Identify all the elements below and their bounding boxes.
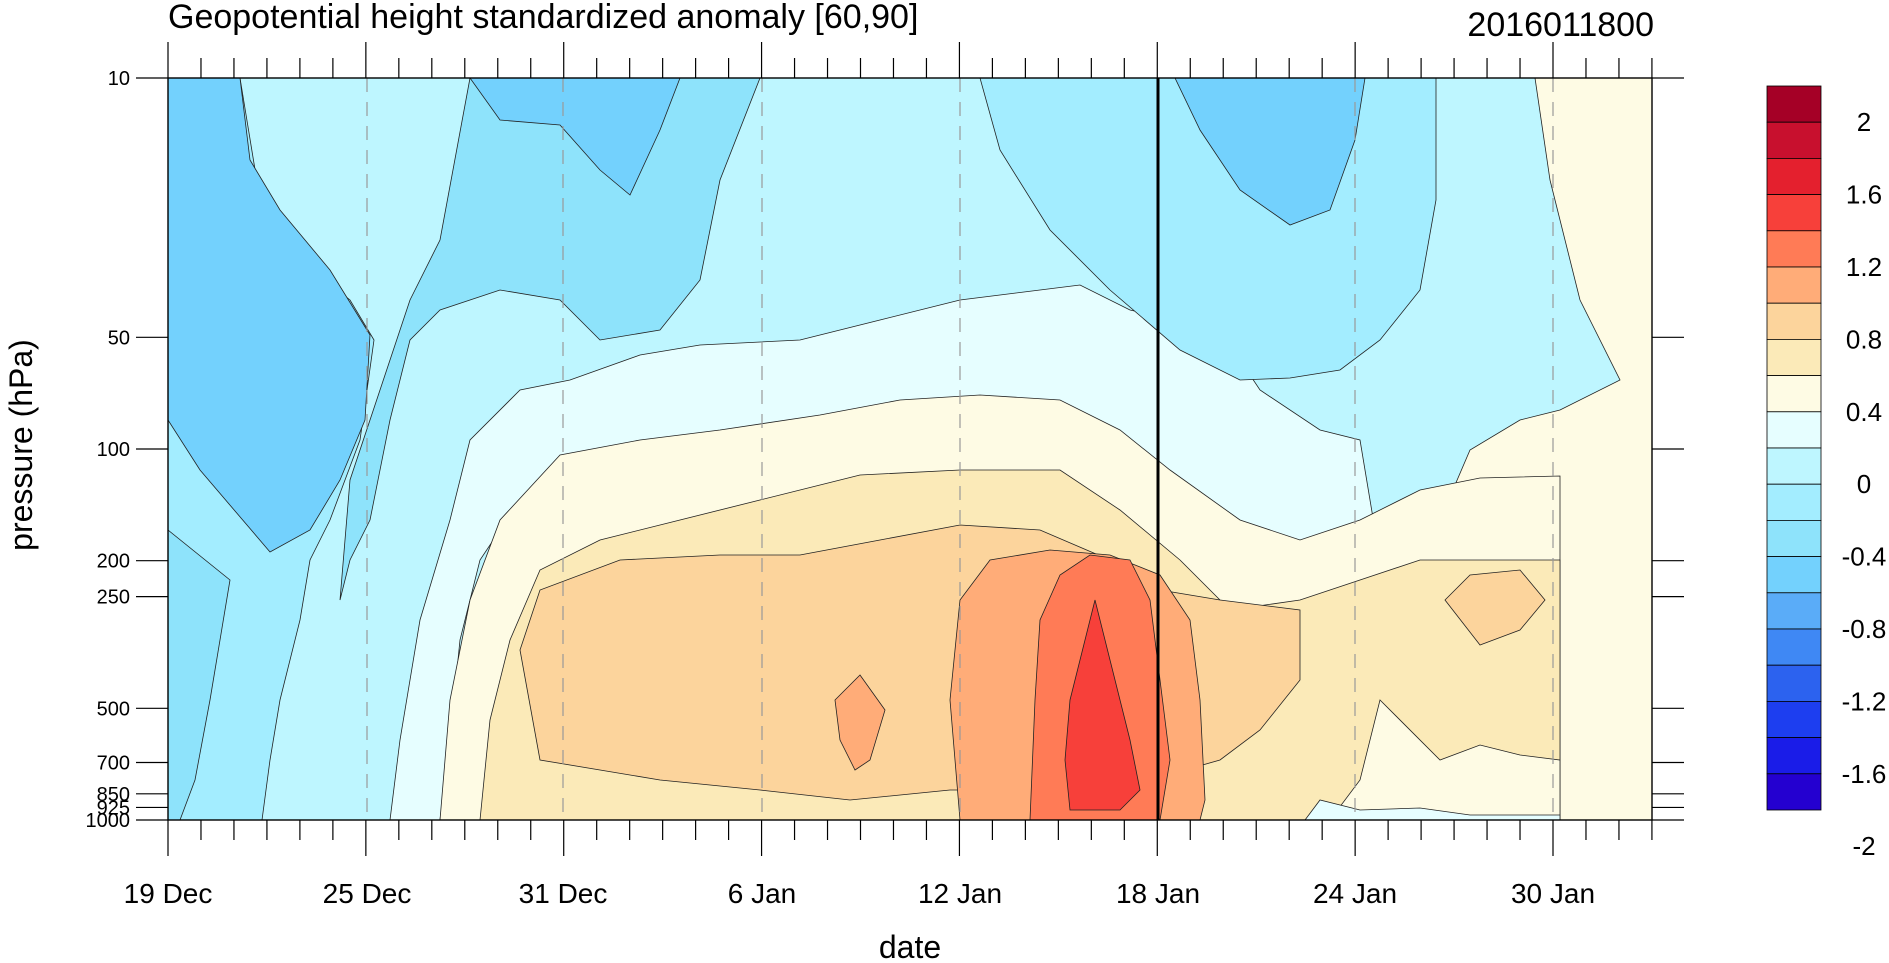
x-tick-label: 6 Jan bbox=[728, 878, 797, 909]
y-axis-label: pressure (hPa) bbox=[3, 339, 39, 551]
field-cool-bottom-right bbox=[1304, 799, 1561, 820]
x-tick-label: 18 Jan bbox=[1116, 878, 1200, 909]
colorbar: 2 1.6 1.2 0.8 0.4 0 -0.4 -0.8 -1.2 -1.6 -2 bbox=[1766, 85, 1887, 861]
x-tick-label: 19 Dec bbox=[124, 878, 213, 909]
colorbar-swatch bbox=[1766, 628, 1822, 666]
plot-area bbox=[168, 78, 1652, 820]
colorbar-label: -1.6 bbox=[1842, 759, 1887, 789]
colorbar-swatch bbox=[1766, 230, 1822, 268]
field-warm-right-blob bbox=[1444, 569, 1546, 646]
colorbar-swatch bbox=[1766, 157, 1822, 195]
y-tick-label: 1000 bbox=[86, 810, 131, 832]
colorbar-swatch bbox=[1766, 664, 1822, 702]
colorbar-swatch bbox=[1766, 556, 1822, 594]
y-tick-label: 10 bbox=[108, 68, 130, 90]
chart-title: Geopotential height standardized anomaly… bbox=[168, 0, 918, 36]
colorbar-swatch bbox=[1766, 701, 1822, 739]
colorbar-label: 2 bbox=[1857, 107, 1871, 137]
x-tick-label: 24 Jan bbox=[1313, 878, 1397, 909]
y-tick-label: 200 bbox=[97, 551, 130, 573]
x-tick-label: 12 Jan bbox=[918, 878, 1002, 909]
field-cold-upper-left-core bbox=[168, 78, 371, 553]
colorbar-label: -0.4 bbox=[1842, 542, 1887, 572]
colorbar-swatch bbox=[1766, 447, 1822, 485]
y-tick-label: 700 bbox=[97, 753, 130, 775]
colorbar-label: 1.2 bbox=[1846, 252, 1882, 282]
y-tick-label: 850 bbox=[97, 784, 130, 806]
date-gridlines bbox=[366, 78, 1554, 820]
field-cold-upper-mid bbox=[339, 78, 761, 601]
colorbar-label: -0.8 bbox=[1842, 614, 1887, 644]
x-axis: 19 Dec 25 Dec 31 Dec 6 Jan 12 Jan 18 Jan 24 Ja… bbox=[124, 42, 1653, 909]
y-tick-label: 500 bbox=[97, 698, 130, 720]
field-cold-upper-mid-core bbox=[469, 78, 681, 196]
colorbar-swatch bbox=[1766, 121, 1822, 159]
colorbar-swatch bbox=[1766, 302, 1822, 340]
field-cold-upper-right-core bbox=[1174, 78, 1366, 226]
x-axis-label: date bbox=[879, 929, 941, 963]
colorbar-swatch bbox=[1766, 85, 1822, 123]
colorbar-swatch bbox=[1766, 773, 1822, 811]
colorbar-label: 0 bbox=[1857, 469, 1871, 499]
colorbar-swatch bbox=[1766, 520, 1822, 558]
field-warm-core bbox=[1064, 599, 1141, 811]
colorbar-label: -2 bbox=[1852, 831, 1875, 861]
colorbar-swatch bbox=[1766, 338, 1822, 376]
colorbar-swatch bbox=[1766, 737, 1822, 775]
x-tick-label: 31 Dec bbox=[519, 878, 608, 909]
date-stamp: 2016011800 bbox=[1467, 6, 1654, 44]
colorbar-swatch bbox=[1766, 411, 1822, 449]
y-tick-label: 250 bbox=[97, 587, 130, 609]
colorbar-swatch bbox=[1766, 375, 1822, 413]
y-tick-label: 100 bbox=[97, 439, 130, 461]
y-tick-label: 50 bbox=[108, 327, 130, 349]
y-tick-label: 925 bbox=[97, 797, 130, 819]
colorbar-swatch bbox=[1766, 483, 1822, 521]
colorbar-swatch bbox=[1766, 592, 1822, 630]
colorbar-label: 0.8 bbox=[1846, 324, 1882, 354]
field-cold-left-lower bbox=[168, 529, 231, 820]
x-tick-label: 25 Dec bbox=[323, 878, 412, 909]
colorbar-label: -1.2 bbox=[1842, 686, 1887, 716]
colorbar-label: 1.6 bbox=[1846, 180, 1882, 210]
colorbar-swatch bbox=[1766, 194, 1822, 232]
colorbar-label: 0.4 bbox=[1846, 397, 1882, 427]
field-warm-mid-2 bbox=[834, 674, 886, 771]
x-tick-label: 30 Jan bbox=[1511, 878, 1595, 909]
colorbar-swatch bbox=[1766, 266, 1822, 304]
